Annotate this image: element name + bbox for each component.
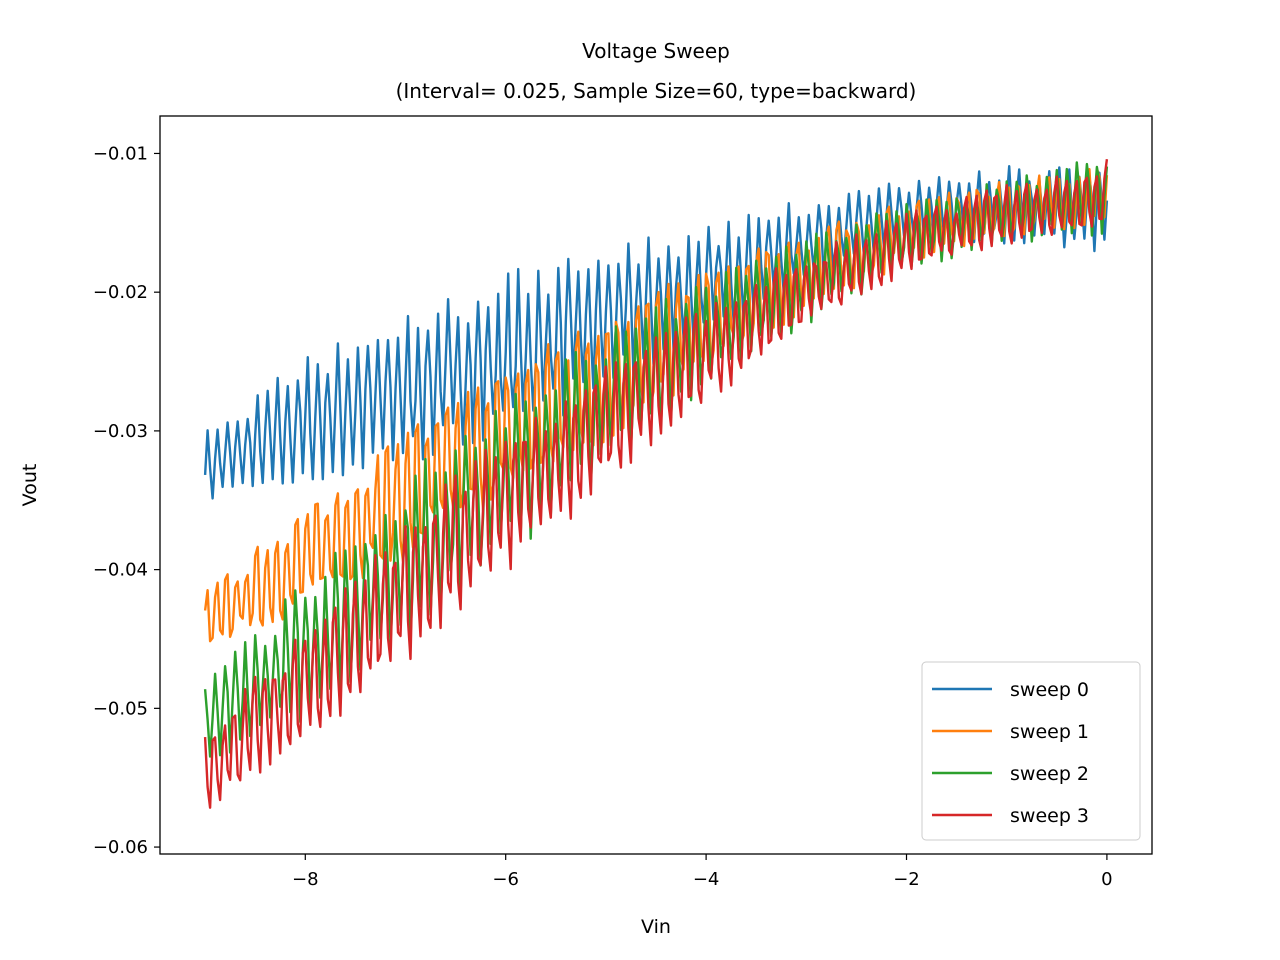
legend-label-0: sweep 0 [1010, 679, 1089, 701]
plot-frame [159, 115, 1153, 855]
series-line-3 [203, 159, 1109, 809]
x-tick-label: 0 [1101, 869, 1112, 890]
x-axis-label: Vin [641, 916, 671, 938]
series-line-2 [203, 161, 1109, 758]
y-tick-label: −0.03 [93, 421, 148, 442]
y-tick-label: −0.02 [93, 282, 148, 303]
legend: sweep 0 sweep 1 sweep 2 sweep 3 [921, 661, 1141, 841]
x-tick-label: −2 [893, 869, 920, 890]
y-tick-label: −0.04 [93, 560, 148, 581]
y-axis-label: Vout [19, 464, 41, 507]
legend-label-2: sweep 2 [1010, 763, 1089, 785]
y-tick-label: −0.06 [93, 837, 148, 858]
x-axis-ticks: −8 −6 −4 −2 0 [292, 854, 1113, 890]
y-axis-ticks: −0.01 −0.02 −0.03 −0.04 −0.05 −0.06 [93, 143, 160, 858]
x-tick-label: −8 [292, 869, 319, 890]
legend-label-1: sweep 1 [1010, 721, 1089, 743]
chart-subtitle: (Interval= 0.025, Sample Size=60, type=b… [396, 79, 917, 103]
legend-label-3: sweep 3 [1010, 805, 1089, 827]
x-tick-label: −4 [693, 869, 720, 890]
y-tick-label: −0.05 [93, 698, 148, 719]
chart-title: Voltage Sweep [582, 39, 730, 63]
y-tick-label: −0.01 [93, 143, 148, 164]
series-layer [203, 159, 1109, 809]
x-tick-label: −6 [492, 869, 519, 890]
legend-frame [921, 661, 1141, 841]
